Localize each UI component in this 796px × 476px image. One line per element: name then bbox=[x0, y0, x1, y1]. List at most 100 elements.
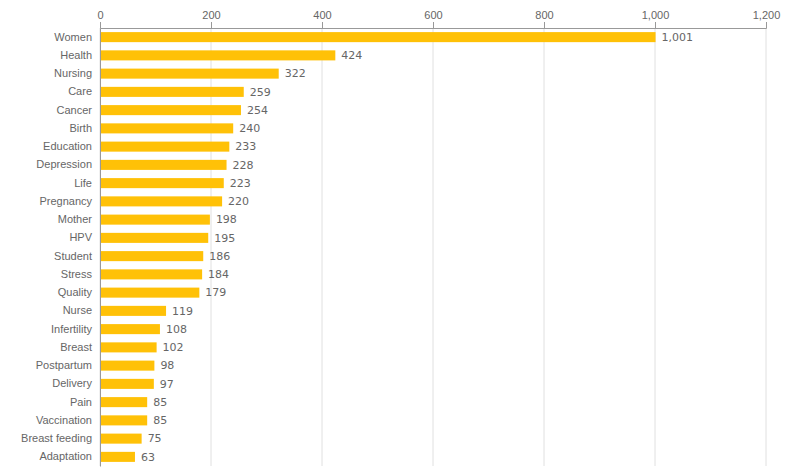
grid-line bbox=[544, 28, 545, 466]
bar bbox=[100, 123, 233, 133]
data-label: 108 bbox=[166, 323, 187, 336]
bar bbox=[100, 69, 279, 79]
bar bbox=[100, 178, 224, 188]
bar bbox=[100, 160, 227, 170]
data-label: 119 bbox=[172, 305, 193, 318]
grid-line bbox=[322, 28, 323, 466]
bar bbox=[100, 196, 222, 206]
data-label: 63 bbox=[141, 451, 155, 464]
grid-line bbox=[433, 28, 434, 466]
y-tick: Delivery bbox=[52, 377, 100, 389]
bar bbox=[100, 397, 147, 407]
plot: 02004006008001,0001,200WomenHealthNursin… bbox=[21, 9, 780, 467]
y-tick-label: Stress bbox=[61, 268, 93, 280]
y-tick-label: Postpartum bbox=[36, 359, 92, 371]
bar bbox=[100, 452, 135, 462]
y-tick: Breast bbox=[60, 341, 100, 353]
y-axis: WomenHealthNursingCareCancerBirthEducati… bbox=[21, 29, 100, 467]
x-tick: 0 bbox=[97, 9, 103, 28]
chart: 02004006008001,0001,200WomenHealthNursin… bbox=[0, 0, 796, 476]
y-tick-label: Birth bbox=[69, 122, 92, 134]
y-tick-label: Breast bbox=[60, 341, 92, 353]
data-label: 233 bbox=[235, 140, 256, 153]
y-tick-label: Student bbox=[54, 250, 92, 262]
x-tick: 1,000 bbox=[642, 9, 670, 28]
y-tick: Vaccination bbox=[36, 414, 100, 426]
data-label: 195 bbox=[214, 232, 235, 245]
y-tick: Health bbox=[60, 49, 100, 61]
y-tick-label: Delivery bbox=[52, 377, 92, 389]
bar bbox=[100, 105, 241, 115]
grid-line bbox=[100, 28, 101, 466]
data-label: 186 bbox=[209, 250, 230, 263]
x-tick-label: 800 bbox=[535, 9, 553, 21]
y-tick-label: Nurse bbox=[63, 304, 92, 316]
y-tick-label: Life bbox=[74, 177, 92, 189]
data-label: 198 bbox=[216, 213, 237, 226]
data-label: 184 bbox=[208, 268, 229, 281]
data-label: 98 bbox=[160, 359, 174, 372]
data-label: 240 bbox=[239, 122, 260, 135]
bar bbox=[100, 379, 154, 389]
y-tick-label: Pain bbox=[70, 396, 92, 408]
y-tick: Stress bbox=[61, 268, 100, 280]
y-tick: Student bbox=[54, 250, 100, 262]
x-axis-line bbox=[101, 22, 767, 29]
bar bbox=[100, 361, 154, 371]
y-tick: Breast feeding bbox=[21, 432, 100, 444]
y-tick-label: Infertility bbox=[51, 323, 92, 335]
x-tick-mark bbox=[544, 22, 545, 28]
x-tick-label: 400 bbox=[313, 9, 331, 21]
x-axis: 0 200 400 600 800 1,000 1,200 bbox=[97, 9, 780, 29]
bar bbox=[100, 50, 335, 60]
data-label: 254 bbox=[247, 104, 268, 117]
grid bbox=[100, 28, 766, 466]
y-axis-line bbox=[100, 29, 101, 467]
x-tick: 800 bbox=[535, 9, 553, 28]
y-tick: Depression bbox=[36, 158, 100, 170]
y-tick-label: Quality bbox=[58, 286, 93, 298]
y-tick: Pain bbox=[70, 396, 100, 408]
x-tick-label: 600 bbox=[424, 9, 442, 21]
bar bbox=[100, 434, 142, 444]
y-tick: Women bbox=[54, 31, 100, 43]
y-tick-label: Depression bbox=[36, 158, 92, 170]
y-tick: Postpartum bbox=[36, 359, 100, 371]
x-tick-mark bbox=[211, 22, 212, 28]
data-label: 223 bbox=[230, 177, 251, 190]
y-tick-label: Mother bbox=[58, 213, 93, 225]
data-label: 97 bbox=[160, 378, 174, 391]
data-label: 1,001 bbox=[662, 31, 694, 44]
data-label: 75 bbox=[148, 432, 162, 445]
data-label: 228 bbox=[233, 159, 254, 172]
x-tick-mark bbox=[655, 22, 656, 28]
bar bbox=[100, 251, 203, 261]
y-tick: Cancer bbox=[57, 104, 100, 116]
data-label: 322 bbox=[285, 67, 306, 80]
y-tick: Pregnancy bbox=[39, 195, 100, 207]
y-tick-label: Breast feeding bbox=[21, 432, 92, 444]
x-tick-mark bbox=[433, 22, 434, 28]
x-tick-label: 200 bbox=[202, 9, 220, 21]
data-label: 259 bbox=[250, 86, 271, 99]
y-tick: Life bbox=[74, 177, 100, 189]
data-label: 220 bbox=[228, 195, 249, 208]
bar bbox=[100, 269, 202, 279]
bar bbox=[100, 415, 147, 425]
y-tick-label: Adaptation bbox=[39, 450, 92, 462]
bar bbox=[100, 233, 208, 243]
x-tick: 600 bbox=[424, 9, 442, 28]
x-tick: 400 bbox=[313, 9, 331, 28]
x-tick-label: 1,200 bbox=[753, 9, 781, 21]
y-tick: Quality bbox=[58, 286, 100, 298]
y-tick-label: Cancer bbox=[57, 104, 93, 116]
y-tick-label: Health bbox=[60, 49, 92, 61]
x-tick-label: 0 bbox=[97, 9, 103, 21]
y-tick-label: Women bbox=[54, 31, 92, 43]
y-tick: Infertility bbox=[51, 323, 100, 335]
x-tick-mark bbox=[322, 22, 323, 28]
data-label: 179 bbox=[205, 286, 226, 299]
x-tick: 1,200 bbox=[753, 9, 781, 28]
data-label: 102 bbox=[163, 341, 184, 354]
x-tick: 200 bbox=[202, 9, 220, 28]
